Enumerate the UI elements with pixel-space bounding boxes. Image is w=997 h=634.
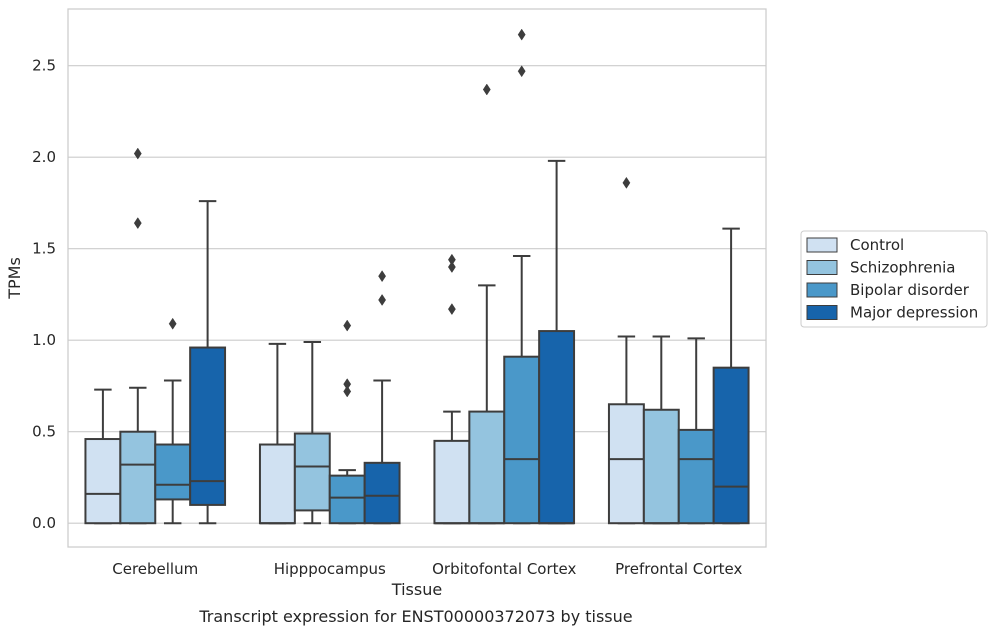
- outlier-point: [168, 317, 177, 330]
- outlier-point: [343, 319, 352, 332]
- outlier-point: [622, 176, 631, 189]
- box-iqr: [712, 366, 750, 525]
- y-tick-label: 0.5: [32, 423, 56, 441]
- legend-swatch: [806, 237, 838, 253]
- outlier-point: [448, 303, 456, 316]
- legend-label: Major depression: [850, 304, 978, 322]
- box-control: [607, 176, 645, 525]
- y-tick-label: 2.0: [32, 148, 56, 166]
- outlier-point: [378, 270, 386, 283]
- box-schizophrenia: [642, 335, 680, 525]
- box-iqr: [363, 461, 401, 525]
- box-bipolar-disorder: [503, 28, 541, 525]
- box-iqr: [677, 428, 715, 525]
- legend-swatch: [806, 305, 838, 320]
- box-major-depression: [363, 270, 401, 525]
- outlier-point: [343, 385, 352, 398]
- outlier-point: [133, 147, 142, 160]
- box-iqr: [293, 432, 331, 512]
- x-axis-ticks: Cerebellum Hipppocampus Orbitofontal Corte…: [112, 560, 742, 578]
- legend-label: Schizophrenia: [850, 259, 955, 277]
- x-tick-label: Cerebellum: [112, 560, 198, 578]
- x-tick-label: Orbitofontal Cortex: [432, 560, 576, 578]
- box-iqr: [503, 355, 541, 525]
- box-plots: [84, 28, 750, 525]
- legend-frame: [800, 230, 988, 328]
- box-iqr: [189, 346, 227, 506]
- legend-label: Control: [850, 236, 904, 254]
- outlier-point: [448, 261, 456, 273]
- outlier-point: [343, 378, 352, 391]
- box-major-depression: [538, 159, 576, 525]
- y-tick-label: 1.0: [32, 331, 56, 349]
- box-schizophrenia: [119, 147, 157, 525]
- y-tick-label: 1.5: [32, 240, 56, 258]
- legend-swatch: [806, 260, 838, 275]
- box-iqr: [538, 330, 576, 525]
- outlier-point: [517, 28, 526, 41]
- box-iqr: [607, 403, 645, 525]
- plot-area-frame: [67, 8, 767, 548]
- outlier-point: [448, 253, 456, 266]
- x-tick-label: Hipppocampus: [274, 560, 386, 578]
- box-iqr: [258, 443, 296, 525]
- legend-swatch: [806, 282, 838, 298]
- outlier-point: [378, 294, 386, 306]
- box-bipolar-disorder: [154, 317, 192, 525]
- outlier-point: [517, 65, 526, 78]
- x-tick-label: Prefrontal Cortex: [615, 560, 742, 578]
- box-control: [84, 388, 122, 525]
- box-schizophrenia: [468, 83, 506, 525]
- box-iqr: [642, 408, 680, 525]
- box-iqr: [468, 410, 506, 525]
- outlier-point: [482, 83, 491, 96]
- box-schizophrenia: [293, 341, 331, 525]
- y-axis-ticks: 0.0 0.5 1.0 1.5 2.0 2.5: [32, 57, 56, 532]
- box-iqr: [84, 438, 122, 525]
- box-iqr: [154, 443, 192, 501]
- box-major-depression: [189, 200, 227, 525]
- box-bipolar-disorder: [677, 337, 715, 525]
- y-tick-label: 2.5: [32, 57, 56, 75]
- box-iqr: [328, 474, 366, 525]
- box-iqr: [433, 439, 471, 525]
- box-control: [433, 253, 471, 525]
- chart-caption: Transcript expression for ENST0000037207…: [198, 607, 632, 626]
- box-bipolar-disorder: [328, 319, 366, 525]
- x-axis-label: Tissue: [391, 580, 442, 599]
- legend: Control Schizophrenia Bipolar disorder Majo…: [800, 230, 988, 328]
- box-iqr: [119, 430, 157, 525]
- outlier-point: [133, 217, 142, 230]
- legend-label: Bipolar disorder: [850, 281, 970, 299]
- box-control: [258, 342, 296, 525]
- y-tick-label: 0.0: [32, 514, 56, 532]
- y-axis-label: TPMs: [5, 257, 24, 300]
- box-major-depression: [712, 227, 750, 525]
